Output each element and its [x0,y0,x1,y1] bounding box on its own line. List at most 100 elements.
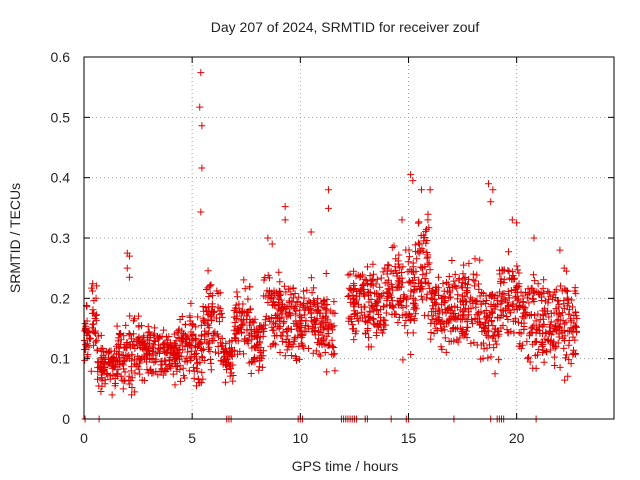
data-point [273,331,281,339]
data-point [299,287,307,295]
data-point [448,313,456,321]
data-point [442,279,450,287]
data-point [97,355,105,363]
data-point [292,317,300,325]
data-point [197,208,205,216]
data-point [270,319,278,327]
data-point [281,352,289,360]
data-point [276,348,284,356]
data-point [276,323,284,331]
data-point [167,364,175,372]
data-point [450,337,458,345]
data-point [181,357,189,365]
data-point [116,361,124,369]
data-point [344,292,352,300]
data-point [571,336,579,344]
data-point [211,328,219,336]
data-point [314,306,322,314]
data-point [298,316,306,324]
data-point [531,311,539,319]
data-point [284,343,292,351]
data-point [241,335,249,343]
data-point [255,363,263,371]
data-point [540,276,548,284]
data-point [352,288,360,296]
data-point [156,350,164,358]
data-point [382,309,390,317]
data-point [93,346,101,354]
data-point [315,350,323,358]
data-point [186,312,194,320]
data-point [496,288,504,296]
data-point [450,324,458,332]
data-point [462,305,470,313]
data-point [296,319,304,327]
data-point [106,375,114,383]
data-point [461,273,469,281]
data-point [506,309,514,317]
data-point [125,273,133,281]
data-point [489,186,497,194]
data-point [293,322,301,330]
data-point [187,357,195,365]
data-point [535,321,543,329]
data-point [145,328,153,336]
data-point [406,277,414,285]
data-point [485,341,493,349]
data-point [119,385,127,393]
data-point [361,275,369,283]
x-tick-label: 20 [509,430,525,446]
data-point [291,290,299,298]
data-point [382,321,390,329]
data-point [155,334,163,342]
data-point [373,329,381,337]
data-point [426,186,434,194]
data-point [128,391,136,399]
data-point [159,371,167,379]
data-point [300,344,308,352]
data-point [308,289,316,297]
data-point [250,333,258,341]
data-point [529,364,537,372]
data-point [534,326,542,334]
data-point [349,301,357,309]
data-point [94,358,102,366]
data-point [251,332,259,340]
data-point [264,298,272,306]
data-point [503,326,511,334]
data-point [232,301,240,309]
data-point [447,293,455,301]
data-point [284,311,292,319]
data-point [327,307,335,315]
data-point [88,324,96,332]
data-point [201,356,209,364]
data-point [531,277,539,285]
data-point [295,293,303,301]
data-point [320,326,328,334]
data-point [454,291,462,299]
data-point [459,270,467,278]
data-point [560,304,568,312]
data-point [272,288,280,296]
data-point [118,351,126,359]
data-point [362,318,370,326]
data-point [448,283,456,291]
data-point [442,348,450,356]
data-point [176,366,184,374]
data-point [310,284,318,292]
data-point [527,328,535,336]
data-point [165,332,173,340]
data-point [469,300,477,308]
data-point [109,371,117,379]
data-point [231,334,239,342]
data-point [533,351,541,359]
data-point [435,292,443,300]
data-point [523,294,531,302]
data-point [287,352,295,360]
data-point [100,360,108,368]
data-point [244,295,252,303]
data-point [542,329,550,337]
data-point [462,280,470,288]
data-point [363,280,371,288]
data-point [390,304,398,312]
